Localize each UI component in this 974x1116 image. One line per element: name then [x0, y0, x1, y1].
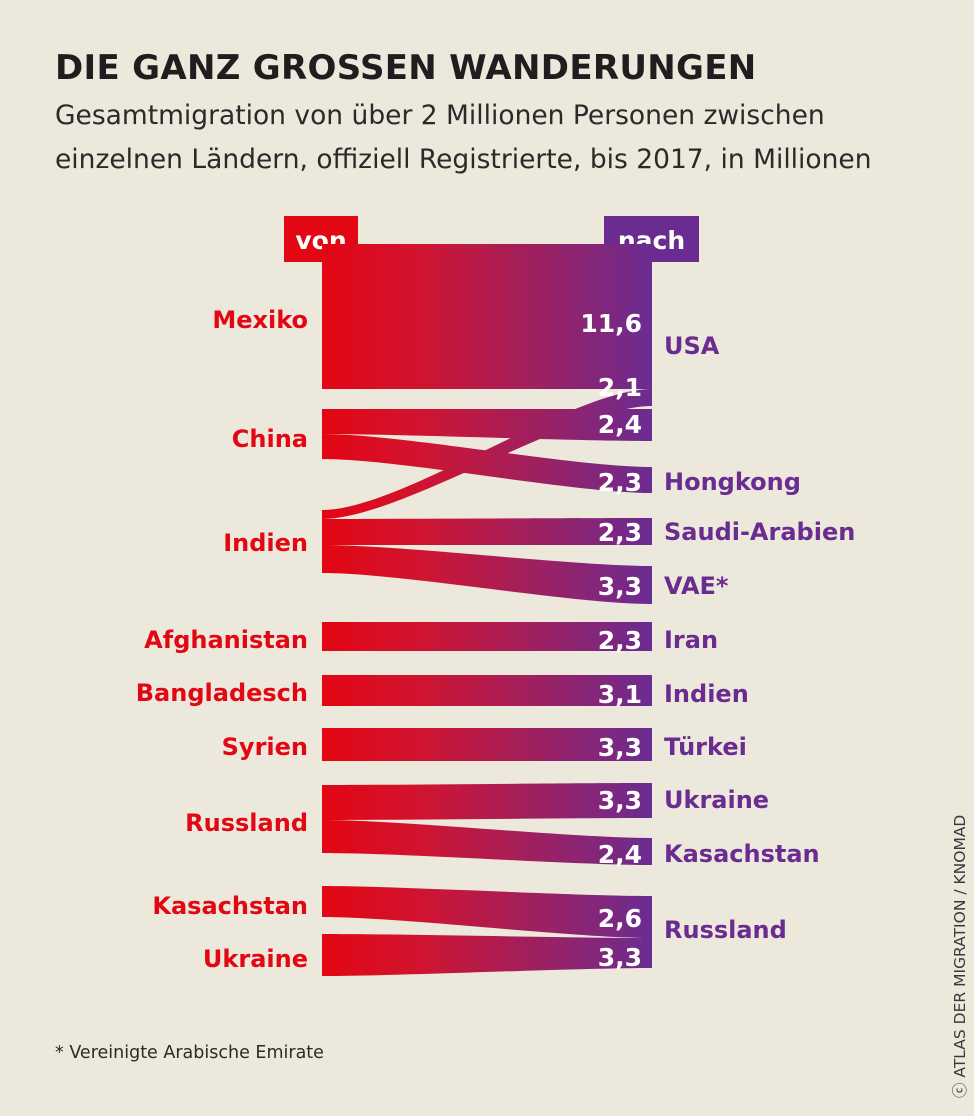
- source-credit: ⓒ ATLAS DER MIGRATION / KNOMAD: [951, 814, 969, 1098]
- flow-band-russland-to-kasachstan: [322, 820, 652, 865]
- flow-value-label: 3,3: [598, 572, 642, 601]
- destination-label-group: USA Hongkong Saudi-Arabien VAE* Iran Indien Tü…: [664, 332, 855, 944]
- origin-label-china: China: [232, 425, 308, 453]
- flow-value-label: 3,1: [598, 680, 642, 709]
- flow-band-indien-to-saudi-arabien: [322, 518, 652, 545]
- flow-value-label: 3,3: [598, 733, 642, 762]
- origin-label-mexiko: Mexiko: [212, 306, 308, 334]
- flow-value-label-group: 11,6 2,1 2,4 2,3 2,3 3,3 2,3 3,1 3,3 3,3 2,4 2,6 3,3: [580, 309, 642, 972]
- flow-value-label: 2,3: [598, 468, 642, 497]
- flow-band-russland-to-ukraine: [322, 783, 652, 820]
- flow-band-bangladesch-to-indien: [322, 675, 652, 706]
- destination-label-russland: Russland: [664, 916, 787, 944]
- destination-label-saudi-arabien: Saudi-Arabien: [664, 518, 855, 546]
- origin-label-ukraine: Ukraine: [203, 945, 308, 973]
- origin-label-indien: Indien: [223, 529, 308, 557]
- flow-value-label: 2,6: [598, 904, 642, 933]
- destination-label-indien: Indien: [664, 680, 749, 708]
- flow-value-label: 2,1: [598, 373, 642, 402]
- flow-value-label: 2,3: [598, 518, 642, 547]
- origin-label-kasachstan: Kasachstan: [152, 892, 308, 920]
- flow-band-china-to-hongkong: [322, 434, 652, 493]
- flow-band-kasachstan-to-russland: [322, 886, 652, 938]
- destination-label-türkei: Türkei: [664, 733, 747, 761]
- flow-band-afghanistan-to-iran: [322, 622, 652, 651]
- flow-band-mexiko-to-usa: [322, 244, 652, 389]
- footnote: * Vereinigte Arabische Emirate: [55, 1043, 324, 1063]
- flow-value-label: 2,4: [598, 410, 642, 439]
- flow-band-group: [322, 244, 652, 976]
- flow-band-indien-to-vae: [322, 545, 652, 604]
- origin-label-bangladesch: Bangladesch: [136, 679, 308, 707]
- destination-label-ukraine: Ukraine: [664, 786, 769, 814]
- flow-band-ukraine-to-russland: [322, 934, 652, 976]
- flow-value-label: 3,3: [598, 786, 642, 815]
- chart-title: DIE GANZ GROSSEN WANDERUNGEN: [55, 48, 757, 88]
- flow-band-syrien-to-türkei: [322, 728, 652, 761]
- origin-label-russland: Russland: [185, 809, 308, 837]
- destination-label-vae: VAE*: [664, 572, 729, 600]
- flow-value-label: 2,3: [598, 626, 642, 655]
- flow-value-label: 2,4: [598, 840, 642, 869]
- flow-value-label: 11,6: [580, 309, 642, 338]
- flow-value-label: 3,3: [598, 943, 642, 972]
- flow-band-china-to-usa: [322, 409, 652, 441]
- origin-label-syrien: Syrien: [222, 733, 308, 761]
- destination-label-usa: USA: [664, 332, 720, 360]
- destination-label-kasachstan: Kasachstan: [664, 840, 820, 868]
- destination-label-hongkong: Hongkong: [664, 468, 801, 496]
- chart-subtitle: Gesamtmigration von über 2 Millionen Per…: [55, 100, 872, 175]
- destination-label-iran: Iran: [664, 626, 718, 654]
- origin-label-afghanistan: Afghanistan: [144, 626, 308, 654]
- origin-label-group: Mexiko China Indien Afghanistan Bangladesch S…: [136, 306, 308, 973]
